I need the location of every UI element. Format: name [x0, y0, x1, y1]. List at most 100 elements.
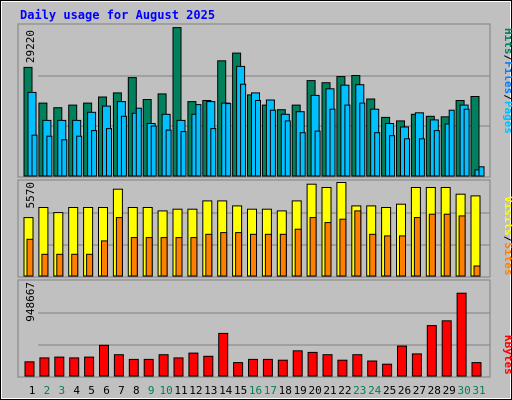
kbytes-bar-kbytes	[426, 325, 437, 377]
kbytes-ymax-label: 948667	[24, 282, 37, 322]
x-tick-label: 25	[383, 384, 396, 397]
visits-bar-sites	[175, 237, 183, 277]
x-tick-label: 3	[58, 384, 65, 397]
hits-bar-files	[180, 131, 187, 177]
x-tick-label: 1	[29, 384, 36, 397]
visits-bar-sites	[235, 232, 243, 277]
x-tick-label: 28	[428, 384, 441, 397]
visits-bar-sites	[160, 237, 168, 277]
x-axis-labels: 1 2 3 4 5 6 7 8 9 10 11 12 13 14 15 16 17 18 19 20 21 22 23 24 2…	[29, 384, 486, 397]
kbytes-bar-kbytes	[367, 360, 378, 377]
visits-bar-sites	[220, 232, 228, 277]
visits-bar-sites	[458, 215, 466, 277]
hits-bar-files	[76, 135, 83, 177]
hits-bar-files	[120, 115, 127, 177]
x-tick-label: 6	[103, 384, 110, 397]
visits-bar-sites	[428, 213, 436, 277]
legend-pages: Pages	[502, 101, 512, 134]
legend-kbytes: KBytes	[502, 335, 512, 375]
visits-bar-sites	[279, 233, 287, 277]
visits-bar-sites	[399, 235, 406, 277]
kbytes-bar-kbytes	[471, 362, 482, 377]
kbytes-bar-kbytes	[173, 357, 184, 377]
hits-bar-files	[106, 128, 112, 177]
x-tick-label: 20	[308, 384, 321, 397]
kbytes-bar-kbytes	[352, 354, 363, 377]
x-tick-label: 22	[338, 384, 351, 397]
hits-bar-files	[299, 132, 306, 177]
visits-ymax-label: 5570	[24, 182, 37, 209]
x-tick-label: 27	[413, 384, 426, 397]
kbytes-bar-kbytes	[69, 357, 80, 377]
kbytes-bar-kbytes	[277, 359, 288, 377]
x-tick-label: 26	[398, 384, 411, 397]
hits-bar-files	[195, 104, 202, 177]
visits-bar-sites	[473, 265, 481, 277]
hits-ymax-label: 29220	[24, 30, 37, 63]
visits-bar-sites	[86, 253, 94, 277]
kbytes-bar-kbytes	[218, 332, 229, 377]
visits-bar-sites	[101, 240, 108, 277]
x-tick-label: 18	[279, 384, 292, 397]
x-tick-label: 10	[159, 384, 172, 397]
hits-bar-files	[269, 109, 276, 177]
chart-bars	[23, 27, 485, 377]
kbytes-bar-kbytes	[24, 361, 35, 377]
x-tick-label: 29	[443, 384, 456, 397]
legend-files: Files	[502, 61, 512, 94]
visits-bar-sites	[324, 222, 332, 277]
x-tick-label: 31	[472, 384, 485, 397]
hits-bar-files	[225, 103, 232, 177]
visits-bar-sites	[369, 233, 377, 277]
x-tick-label: 8	[133, 384, 140, 397]
hits-bar-files	[61, 139, 68, 177]
x-tick-label: 4	[73, 384, 80, 397]
hits-bar-files	[418, 138, 425, 177]
visits-bar-sites	[115, 217, 123, 277]
visits-side-legend: Visits/Sites	[502, 196, 512, 276]
hits-bar-files	[255, 100, 261, 177]
x-tick-label: 15	[234, 384, 247, 397]
hits-bar-files	[478, 166, 485, 177]
visits-bar-sites	[264, 233, 272, 277]
hits-bar-files	[404, 138, 410, 177]
visits-bar-sites	[190, 237, 198, 277]
kbytes-bar-kbytes	[322, 354, 333, 377]
kbytes-bar-kbytes	[99, 344, 109, 377]
kbytes-bar-kbytes	[203, 355, 214, 377]
kbytes-bar-kbytes	[337, 359, 348, 377]
visits-bar-sites	[250, 233, 257, 277]
hits-bar-files	[433, 130, 440, 177]
x-tick-label: 12	[189, 384, 202, 397]
x-tick-label: 5	[88, 384, 95, 397]
kbytes-bar-kbytes	[441, 320, 452, 377]
kbytes-bar-kbytes	[188, 352, 199, 377]
kbytes-bar-kbytes	[411, 353, 422, 377]
kbytes-bar-kbytes	[397, 345, 407, 377]
hits-bar-files	[359, 102, 366, 177]
visits-bar-sites	[339, 218, 347, 277]
visits-bar-sites	[41, 253, 49, 277]
x-tick-label: 2	[44, 384, 51, 397]
x-tick-label: 24	[368, 384, 382, 397]
x-tick-label: 11	[174, 384, 187, 397]
legend-sites: Sites	[502, 242, 512, 275]
x-tick-label: 7	[118, 384, 125, 397]
visits-bar-sites	[443, 213, 451, 277]
hits-side-legend: Hits/Files/Pages	[502, 28, 512, 134]
legend-hits: Hits	[502, 28, 512, 55]
x-tick-label: 23	[353, 384, 366, 397]
hits-bar-files	[91, 130, 98, 177]
kbytes-bar-kbytes	[84, 356, 95, 377]
kbytes-bar-kbytes	[262, 358, 273, 377]
kbytes-bar-kbytes	[248, 358, 258, 377]
x-tick-label: 19	[294, 384, 307, 397]
visits-bar-sites	[145, 237, 153, 277]
hits-bar-files	[240, 83, 247, 177]
hits-bar-files	[329, 108, 336, 177]
x-tick-label: 17	[264, 384, 277, 397]
kbytes-bar-kbytes	[233, 362, 244, 377]
visits-bar-sites	[354, 210, 362, 277]
